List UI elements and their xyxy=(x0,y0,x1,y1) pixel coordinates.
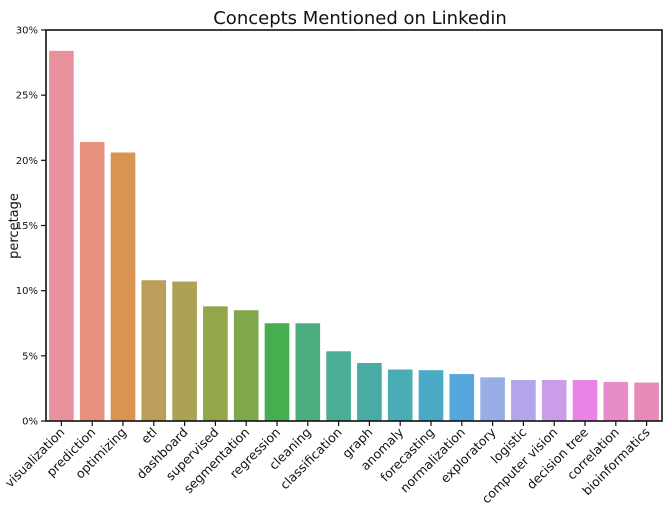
bar-bioinformatics xyxy=(634,382,659,421)
bar-cleaning xyxy=(295,323,321,421)
plot-frame xyxy=(45,29,663,422)
x-tick-label: etl xyxy=(138,425,160,447)
bar-decision-tree xyxy=(572,379,598,421)
bar-computer-vision xyxy=(541,379,567,421)
bar-prediction xyxy=(79,142,105,421)
bar-supervised xyxy=(203,306,228,421)
bar-classification xyxy=(326,351,351,421)
bar-optimizing xyxy=(110,152,136,421)
bar-normalization xyxy=(449,374,475,421)
bars-group xyxy=(49,50,659,421)
chart-title: Concepts Mentioned on Linkedin xyxy=(213,8,507,29)
bar-logistic xyxy=(511,379,536,421)
y-tick-label: 15% xyxy=(16,221,38,232)
y-tick-label: 20% xyxy=(16,156,38,167)
y-tick-label: 30% xyxy=(16,26,38,37)
bar-exploratory xyxy=(480,377,505,421)
y-tick-label: 25% xyxy=(16,91,38,102)
bar-correlation xyxy=(603,381,629,421)
y-tick-label: 0% xyxy=(22,417,38,428)
y-ticks-group: 0% 5% 10% 15% 20% 25% 30% xyxy=(16,26,46,428)
bar-segmentation xyxy=(233,310,259,421)
bar-anomaly xyxy=(387,369,413,421)
y-tick-label: 10% xyxy=(16,286,38,297)
bar-regression xyxy=(264,323,290,421)
bar-dashboard xyxy=(172,281,197,421)
y-tick-label: 5% xyxy=(22,351,38,362)
bar-visualization xyxy=(49,50,74,421)
y-axis-label: percetage xyxy=(7,193,22,259)
bar-etl xyxy=(141,280,167,421)
bar-graph xyxy=(357,363,382,421)
bar-forecasting xyxy=(418,370,444,421)
